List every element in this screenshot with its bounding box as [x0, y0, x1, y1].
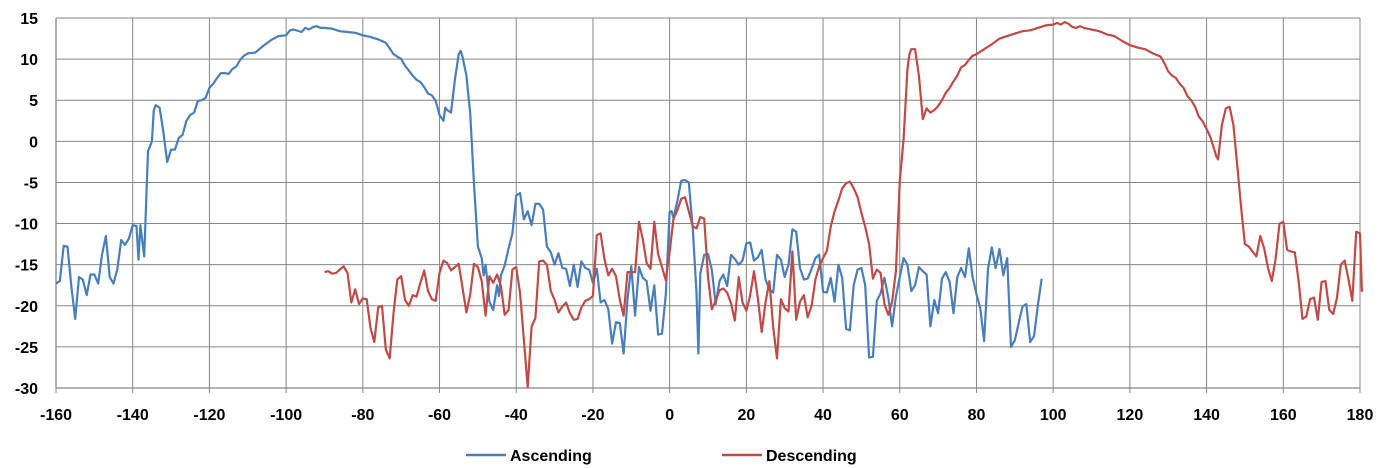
- x-tick-label: -160: [40, 407, 72, 424]
- y-tick-label: 5: [29, 93, 38, 110]
- y-tick-label: 10: [20, 52, 38, 69]
- x-tick-label: -120: [193, 407, 225, 424]
- y-tick-label: -30: [15, 381, 38, 398]
- x-tick-label: 40: [814, 407, 832, 424]
- y-tick-label: -20: [15, 299, 38, 316]
- x-tick-label: 80: [968, 407, 986, 424]
- x-tick-label: 140: [1193, 407, 1220, 424]
- x-tick-label: -20: [581, 407, 604, 424]
- grid-lines: [55, 17, 1361, 389]
- x-tick-label: -60: [428, 407, 451, 424]
- y-tick-labels: 15 10 5 0 -5 -10 -15 -20 -25 -30: [15, 11, 38, 398]
- x-tick-label: 160: [1270, 407, 1297, 424]
- axes: [55, 18, 1361, 393]
- y-tick-label: -15: [15, 258, 38, 275]
- x-tick-label: 180: [1347, 407, 1374, 424]
- x-tick-label: 20: [737, 407, 755, 424]
- x-tick-label: -140: [117, 407, 149, 424]
- y-tick-label: 15: [20, 11, 38, 28]
- series-line-ascending: [55, 25, 1043, 359]
- x-tick-label: 0: [665, 407, 674, 424]
- x-tick-label: 100: [1040, 407, 1067, 424]
- y-tick-label: -5: [24, 175, 38, 192]
- y-tick-label: -25: [15, 340, 38, 357]
- x-tick-label: -100: [270, 407, 302, 424]
- series-line-descending: [324, 21, 1363, 389]
- x-tick-label: -80: [351, 407, 374, 424]
- x-tick-labels: -160 -140 -120 -100 -80 -60 -40 -20 0 20 40 60 80 100…: [40, 407, 1373, 424]
- y-tick-label: 0: [29, 134, 38, 151]
- legend: Ascending Descending: [466, 448, 857, 465]
- x-tick-label: 120: [1117, 407, 1144, 424]
- series-lines: [55, 21, 1363, 389]
- legend-label-ascending: Ascending: [510, 448, 592, 465]
- x-tick-label: -40: [505, 407, 528, 424]
- y-tick-label: -10: [15, 217, 38, 234]
- legend-label-descending: Descending: [766, 448, 857, 465]
- x-tick-label: 60: [891, 407, 909, 424]
